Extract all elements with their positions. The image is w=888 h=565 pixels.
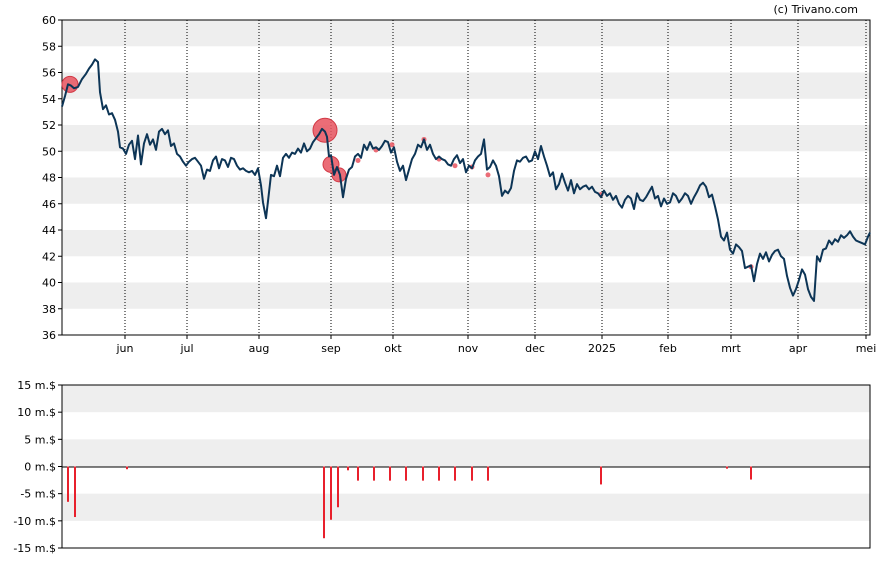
volume-bar bbox=[126, 466, 128, 470]
volume-y-tick-label: 10 m.$ bbox=[17, 406, 56, 419]
price-y-tick-label: 50 bbox=[42, 145, 56, 158]
volume-band bbox=[62, 439, 870, 467]
volume-bar bbox=[471, 466, 473, 481]
price-y-tick-label: 44 bbox=[42, 224, 56, 237]
price-x-tick-label: apr bbox=[789, 342, 808, 355]
volume-y-tick-label: 0 m.$ bbox=[24, 461, 56, 474]
volume-bars bbox=[67, 466, 752, 539]
volume-bar bbox=[337, 466, 339, 508]
trade-marker bbox=[389, 142, 395, 148]
trade-marker bbox=[355, 157, 361, 163]
price-band bbox=[62, 125, 870, 152]
volume-bar bbox=[405, 466, 407, 481]
volume-bar bbox=[330, 466, 332, 520]
volume-band bbox=[62, 493, 870, 521]
price-y-tick-label: 40 bbox=[42, 277, 56, 290]
volume-bar bbox=[323, 466, 325, 539]
volume-bar bbox=[726, 466, 728, 469]
volume-bar bbox=[347, 466, 349, 471]
trade-marker bbox=[452, 163, 458, 169]
price-y-tick-label: 58 bbox=[42, 40, 56, 53]
volume-y-tick-label: -5 m.$ bbox=[20, 488, 56, 501]
volume-bar bbox=[74, 466, 76, 518]
price-x-tick-label: feb bbox=[659, 342, 677, 355]
price-y-tick-label: 38 bbox=[42, 303, 56, 316]
price-x-tick-label: sep bbox=[321, 342, 340, 355]
volume-bar bbox=[454, 466, 456, 481]
price-y-tick-label: 56 bbox=[42, 67, 56, 80]
volume-panel: -15 m.$ -10 m.$ -5 m.$ 0 m.$ 5 m.$ 10 m.$ 15 m… bbox=[13, 379, 871, 555]
price-x-tick-label: mei bbox=[856, 342, 877, 355]
volume-y-tick-label: 5 m.$ bbox=[24, 433, 56, 446]
price-y-tick-label: 48 bbox=[42, 172, 56, 185]
price-x-tick-label: aug bbox=[249, 342, 270, 355]
price-y-tick-label: 54 bbox=[42, 93, 56, 106]
volume-bands bbox=[62, 385, 870, 521]
trade-marker bbox=[312, 117, 338, 143]
price-x-tick-label: 2025 bbox=[588, 342, 616, 355]
price-band bbox=[62, 20, 870, 47]
price-x-tick-label: nov bbox=[458, 342, 479, 355]
price-y-tick-label: 52 bbox=[42, 119, 56, 132]
volume-bar bbox=[487, 466, 489, 481]
volume-y-tick-label: -10 m.$ bbox=[13, 515, 56, 528]
volume-y-tick-label: -15 m.$ bbox=[13, 542, 56, 555]
price-band bbox=[62, 282, 870, 309]
price-y-ticks: 36 38 40 42 44 46 48 50 52 54 56 58 60 bbox=[42, 14, 62, 342]
volume-bar bbox=[438, 466, 440, 481]
volume-band bbox=[62, 385, 870, 413]
price-x-tick-label: jul bbox=[179, 342, 193, 355]
volume-y-ticks: -15 m.$ -10 m.$ -5 m.$ 0 m.$ 5 m.$ 10 m.$ 15 m… bbox=[13, 379, 62, 555]
price-x-tick-label: jun bbox=[116, 342, 134, 355]
price-y-tick-label: 60 bbox=[42, 14, 56, 27]
volume-bar bbox=[389, 466, 391, 481]
volume-bar bbox=[422, 466, 424, 481]
price-y-tick-label: 46 bbox=[42, 198, 56, 211]
price-panel: 36 38 40 42 44 46 48 50 52 54 56 58 60 jun jul aug sep o… bbox=[42, 14, 876, 355]
volume-bar bbox=[600, 466, 602, 485]
volume-bar bbox=[373, 466, 375, 481]
trade-marker bbox=[485, 172, 491, 178]
price-bands bbox=[62, 20, 870, 309]
price-y-tick-label: 36 bbox=[42, 329, 56, 342]
price-x-tick-label: dec bbox=[525, 342, 545, 355]
price-x-tick-label: okt bbox=[384, 342, 402, 355]
credit-label: (c) Trivano.com bbox=[773, 3, 858, 16]
price-line bbox=[61, 58, 871, 302]
price-y-tick-label: 42 bbox=[42, 250, 56, 263]
price-band bbox=[62, 177, 870, 204]
price-band bbox=[62, 72, 870, 99]
volume-bar bbox=[357, 466, 359, 481]
volume-bar bbox=[67, 466, 69, 502]
volume-bar bbox=[750, 466, 752, 480]
price-band bbox=[62, 230, 870, 257]
price-x-ticks: jun jul aug sep okt nov dec 2025 feb mrt apr mei bbox=[116, 335, 877, 355]
volume-y-tick-label: 15 m.$ bbox=[17, 379, 56, 392]
price-x-tick-label: mrt bbox=[721, 342, 741, 355]
